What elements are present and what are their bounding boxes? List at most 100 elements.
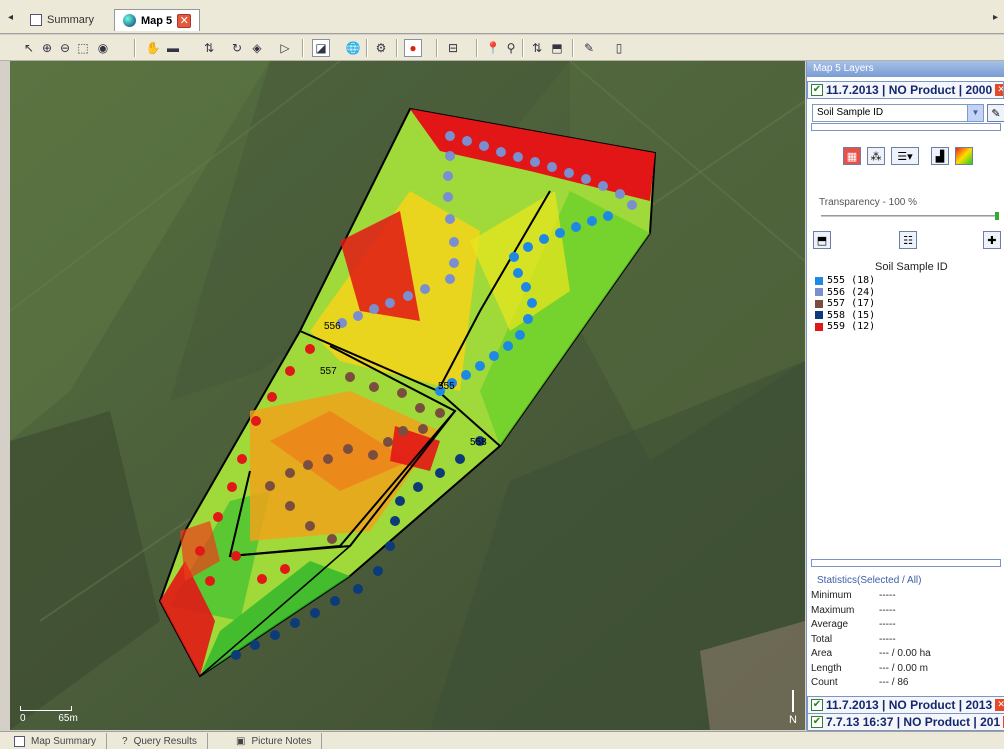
- zoom-in-icon[interactable]: ⊕: [41, 41, 53, 55]
- layer-name: 11.7.2013 | NO Product | 2000: [826, 83, 993, 97]
- swatch: [815, 276, 823, 285]
- document-icon: [30, 14, 42, 26]
- swatch: [815, 288, 823, 297]
- sample-points-558: [231, 436, 485, 660]
- list-view-icon[interactable]: ☷: [899, 231, 917, 249]
- tab-summary[interactable]: Summary: [22, 9, 102, 31]
- legend-item[interactable]: 555 (18): [815, 275, 875, 287]
- tab-label: Query Results: [133, 735, 197, 747]
- measure-icon[interactable]: ▬: [167, 41, 179, 55]
- layer-header-bottom-1[interactable]: ✔ 11.7.2013 | NO Product | 2013 ✕: [807, 696, 1004, 714]
- edit-icon[interactable]: ✎: [583, 41, 595, 55]
- attribute-select[interactable]: Soil Sample ID ▼: [812, 104, 984, 122]
- zoom-extent-icon[interactable]: ⬚: [77, 41, 89, 55]
- paint-icon[interactable]: ✚: [983, 231, 1001, 249]
- slider-handle[interactable]: [995, 212, 999, 220]
- play-icon[interactable]: ▷: [280, 41, 290, 55]
- zone-label-555: 555: [438, 381, 455, 392]
- camera-icon: ▣: [236, 735, 246, 747]
- north-arrow-icon: [792, 690, 795, 712]
- close-icon[interactable]: ✕: [995, 84, 1003, 96]
- chevron-down-icon[interactable]: ▼: [967, 105, 983, 121]
- legend-item[interactable]: 558 (15): [815, 310, 875, 322]
- page-icon[interactable]: ▯: [615, 41, 623, 55]
- legend-label: 559 (12): [827, 321, 876, 332]
- globe-tool-icon[interactable]: 🌐: [345, 41, 361, 55]
- scroll-left-icon[interactable]: ◂: [8, 12, 14, 23]
- pan-hand-icon[interactable]: ✋: [145, 41, 161, 55]
- layer-header-bottom-2[interactable]: ✔ 7.7.13 16:37 | NO Product | 201 ✕: [807, 713, 1004, 731]
- close-icon[interactable]: ✕: [995, 699, 1004, 711]
- sample-points-555: [435, 211, 613, 396]
- pin-icon[interactable]: 📍: [485, 41, 501, 55]
- chart-icon[interactable]: ▟: [931, 147, 949, 165]
- record-dot-icon[interactable]: ●: [404, 39, 422, 57]
- stat-value: -----: [879, 633, 896, 645]
- fill-style-icon[interactable]: ◪: [312, 39, 330, 57]
- grid-icon[interactable]: ⊟: [447, 41, 459, 55]
- stat-key: Length: [811, 662, 842, 674]
- legend-item[interactable]: 556 (24): [815, 287, 875, 299]
- close-icon[interactable]: ✕: [177, 13, 192, 28]
- move-icon[interactable]: ⇅: [203, 41, 215, 55]
- toolbar-separator: [572, 39, 574, 57]
- stat-value: --- / 86: [879, 677, 909, 688]
- attribute-select-value: Soil Sample ID: [817, 107, 884, 118]
- legend-gradient-icon[interactable]: [955, 147, 973, 165]
- layers-icon[interactable]: ◈: [252, 41, 262, 55]
- sample-points-559: [195, 344, 315, 586]
- pin-multi-icon[interactable]: ⚲: [506, 41, 516, 55]
- legend-item[interactable]: 559 (12): [815, 321, 875, 333]
- map-canvas[interactable]: 556 557 555 558 0 65m N: [10, 61, 805, 730]
- edit-layer-icon[interactable]: ✎: [987, 104, 1004, 122]
- scroll-right-icon[interactable]: ▸: [992, 12, 998, 23]
- legend-item[interactable]: 557 (17): [815, 298, 875, 310]
- zoom-dropdown-icon[interactable]: ◉: [97, 41, 109, 55]
- tab-query-results[interactable]: ? Query Results: [112, 733, 208, 749]
- north-arrow-icon[interactable]: ⇅: [531, 41, 543, 55]
- horizontal-scrollbar[interactable]: [811, 559, 1001, 567]
- color-ramp-icon[interactable]: ▦: [843, 147, 861, 165]
- bottom-tab-bar: Map Summary ? Query Results ▣ Picture No…: [0, 731, 1004, 749]
- stat-value: -----: [879, 619, 896, 630]
- export-icon[interactable]: ⬒: [813, 231, 831, 249]
- north-arrow: N: [789, 690, 797, 726]
- zoom-out-icon[interactable]: ⊖: [59, 41, 71, 55]
- list-style-icon[interactable]: ☰▾: [891, 147, 919, 165]
- toolbar-separator: [366, 39, 368, 57]
- swatch: [815, 322, 823, 331]
- stat-key: Minimum: [811, 590, 852, 601]
- stat-key: Total: [811, 633, 833, 645]
- statistics-title: Statistics(Selected / All): [817, 575, 922, 586]
- transparency-label: Transparency - 100 %: [819, 197, 918, 208]
- scatter-icon[interactable]: ⁂: [867, 147, 885, 165]
- document-tab-bar: ◂ Summary Map 5 ✕ ▸: [0, 0, 1004, 34]
- horizontal-scrollbar[interactable]: [811, 123, 1001, 131]
- tab-map-summary[interactable]: Map Summary: [4, 733, 108, 749]
- globe-icon: [123, 14, 136, 27]
- layer-name: 7.7.13 16:37 | NO Product | 201: [826, 715, 1001, 729]
- tab-map-5[interactable]: Map 5 ✕: [114, 9, 201, 31]
- layer-visible-checkbox[interactable]: ✔: [811, 716, 823, 728]
- stat-value: --- / 0.00 m: [879, 662, 928, 674]
- toolbar-separator: [522, 39, 524, 57]
- layer-visible-checkbox[interactable]: ✔: [811, 699, 823, 711]
- stat-key: Count: [811, 677, 838, 688]
- rotate-icon[interactable]: ↻: [231, 41, 243, 55]
- sample-points-557: [265, 372, 445, 544]
- tab-picture-notes[interactable]: ▣ Picture Notes: [226, 733, 323, 749]
- picture-icon[interactable]: ⬒: [551, 41, 563, 55]
- sample-points-556: [337, 131, 637, 328]
- layer-visible-checkbox[interactable]: ✔: [811, 84, 823, 96]
- stat-value: -----: [879, 604, 896, 616]
- gps-icon[interactable]: ⚙: [375, 41, 387, 55]
- legend-label: 557 (17): [827, 298, 876, 309]
- stat-value: --- / 0.00 ha: [879, 648, 931, 659]
- toolbar-separator: [436, 39, 438, 57]
- layer-name: 11.7.2013 | NO Product | 2013: [826, 698, 993, 712]
- tab-label: Map 5: [141, 14, 173, 27]
- transparency-slider[interactable]: [821, 212, 999, 220]
- select-arrow-icon[interactable]: ↖: [23, 41, 35, 55]
- legend-title: Soil Sample ID: [875, 261, 948, 273]
- layer-header-top[interactable]: ✔ 11.7.2013 | NO Product | 2000 ✕: [807, 81, 1004, 99]
